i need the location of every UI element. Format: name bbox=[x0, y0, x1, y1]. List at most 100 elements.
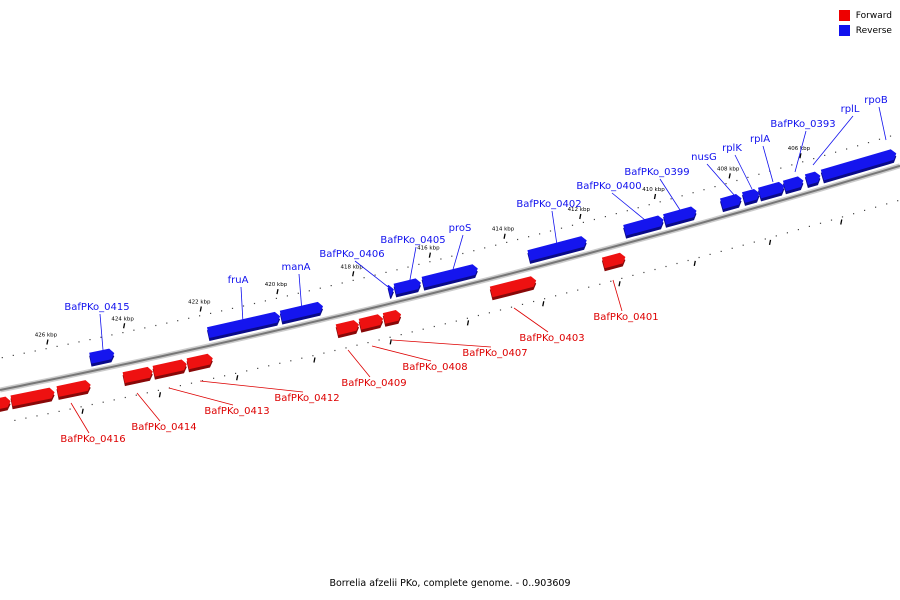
upper-guide-dot bbox=[466, 317, 468, 319]
lower-guide-dot bbox=[253, 302, 256, 305]
reverse-gene bbox=[527, 236, 587, 261]
tick-label: 420 kbp bbox=[265, 282, 288, 288]
lower-guide-dot bbox=[582, 221, 584, 223]
forward-gene bbox=[358, 314, 384, 330]
lower-guide-dot bbox=[45, 348, 47, 350]
reverse-gene-label: BafPKo_0415 bbox=[64, 302, 129, 313]
lower-guide-dot bbox=[122, 332, 124, 334]
tick-label: 410 kbp bbox=[642, 187, 665, 193]
lower-guide-dot bbox=[89, 339, 91, 341]
upper-guide-dot bbox=[213, 377, 215, 379]
upper-guide-dot bbox=[577, 289, 579, 291]
reverse-leader bbox=[812, 115, 854, 166]
tick-label: 412 kbp bbox=[568, 207, 591, 213]
tick-mark bbox=[81, 408, 84, 414]
lower-guide-dot bbox=[385, 271, 387, 273]
lower-guide-dot bbox=[34, 350, 36, 352]
legend: Forward Reverse bbox=[838, 8, 892, 38]
upper-guide-dot bbox=[323, 352, 325, 354]
forward-gene-label: BafPKo_0416 bbox=[60, 434, 125, 445]
reverse-gene bbox=[742, 189, 760, 203]
lower-guide-dot bbox=[857, 145, 859, 147]
forward-gene-label: BafPKo_0412 bbox=[274, 393, 339, 404]
tick-label: 418 kbp bbox=[340, 264, 363, 270]
lower-guide-dot bbox=[571, 224, 574, 226]
lower-guide-dot bbox=[615, 213, 617, 215]
legend-forward: Forward bbox=[838, 8, 892, 23]
tick-mark bbox=[122, 323, 126, 329]
forward-gene bbox=[10, 387, 55, 407]
reverse-gene bbox=[782, 176, 804, 192]
reverse-leader bbox=[706, 163, 736, 197]
reverse-gene bbox=[393, 278, 421, 295]
lower-guide-dot bbox=[440, 258, 442, 260]
lower-guide-dot bbox=[758, 173, 760, 175]
label-leaders bbox=[70, 106, 887, 434]
tick-mark bbox=[352, 271, 355, 277]
lower-guide-dot bbox=[374, 274, 376, 276]
forward-gene bbox=[489, 276, 537, 298]
upper-guide-dot bbox=[808, 225, 810, 227]
reverse-gene-label: rpoB bbox=[864, 95, 888, 106]
lower-guide-dot bbox=[846, 148, 848, 150]
upper-guide-dot bbox=[400, 334, 402, 336]
upper-guide-dot bbox=[268, 365, 270, 367]
lower-guide-dot bbox=[144, 327, 146, 329]
upper-guide-dot bbox=[389, 336, 391, 338]
reverse-gene bbox=[89, 348, 115, 364]
tick-mark bbox=[313, 357, 316, 363]
lower-guide-dot bbox=[473, 250, 475, 252]
lower-guide-dot bbox=[867, 142, 870, 144]
lower-guide-dot bbox=[221, 310, 223, 312]
upper-guide-dot bbox=[179, 385, 181, 387]
lower-guide-dot bbox=[495, 244, 497, 246]
tick-label: 406 kbp bbox=[788, 146, 811, 152]
genome-caption: Borrelia afzelii PKo, complete genome. -… bbox=[329, 578, 571, 589]
upper-guide-dot bbox=[190, 382, 193, 384]
forward-gene bbox=[122, 366, 153, 384]
upper-guide-dot bbox=[643, 271, 645, 274]
upper-guide-dot bbox=[345, 347, 347, 349]
upper-guide-dot bbox=[14, 419, 16, 421]
forward-gene bbox=[0, 396, 11, 409]
forward-leader bbox=[391, 339, 492, 348]
lower-guide-dot bbox=[878, 138, 881, 140]
tick-label: 416 kbp bbox=[417, 246, 440, 252]
forward-leader bbox=[347, 349, 371, 378]
forward-swatch-icon bbox=[838, 10, 850, 21]
upper-guide-dot bbox=[720, 250, 722, 252]
lower-guide-dot bbox=[199, 315, 201, 317]
lower-guide-dot bbox=[133, 329, 135, 331]
forward-leader bbox=[168, 387, 234, 406]
lower-guide-dot bbox=[231, 307, 234, 309]
upper-guide-dot bbox=[36, 415, 38, 417]
reverse-gene-label: fruA bbox=[228, 275, 249, 286]
reverse-gene-label: BafPKo_0400 bbox=[576, 181, 641, 192]
upper-guide-dot bbox=[521, 303, 524, 305]
upper-guide-dot bbox=[786, 232, 788, 234]
lower-guide-dot bbox=[736, 179, 738, 182]
reverse-leader bbox=[408, 246, 417, 286]
lower-guide-dot bbox=[188, 317, 190, 319]
lower-guide-dot bbox=[813, 158, 815, 160]
reverse-gene-label: proS bbox=[449, 223, 472, 234]
lower-guide-dot bbox=[177, 320, 179, 322]
lower-guide-dot bbox=[824, 154, 826, 156]
tick-mark bbox=[46, 339, 49, 345]
forward-leader bbox=[136, 392, 161, 422]
lower-guide-dot bbox=[648, 204, 650, 206]
upper-guide-dot bbox=[610, 280, 612, 282]
upper-guide-dot bbox=[566, 292, 568, 294]
lower-guide-dot bbox=[889, 135, 892, 137]
reverse-swatch-icon bbox=[838, 25, 850, 36]
lower-guide-dot bbox=[670, 198, 672, 200]
legend-forward-label: Forward bbox=[855, 10, 892, 21]
upper-guide-dot bbox=[897, 200, 899, 202]
lower-guide-dot bbox=[319, 287, 321, 289]
lower-guide-dot bbox=[714, 186, 716, 188]
reverse-gene-label: manA bbox=[281, 262, 310, 273]
forward-gene bbox=[56, 380, 91, 397]
lower-guide-dot bbox=[451, 255, 453, 257]
upper-guide-dot bbox=[301, 357, 303, 359]
